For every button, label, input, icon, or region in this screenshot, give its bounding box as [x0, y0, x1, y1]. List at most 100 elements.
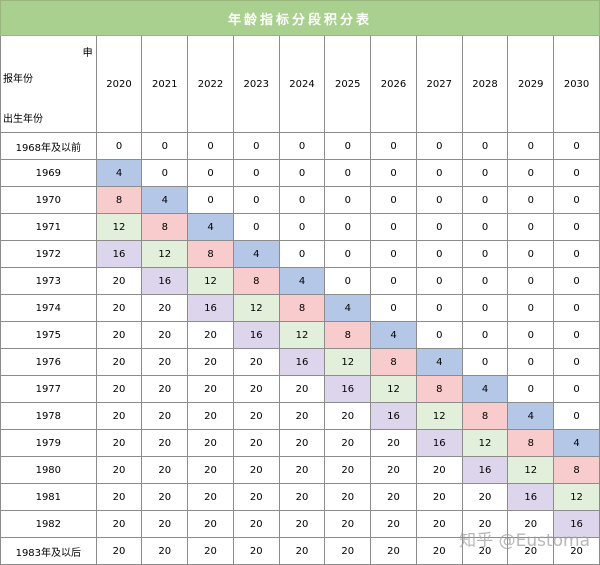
score-cell[interactable]: 8	[553, 456, 600, 484]
birth-year-label[interactable]: 1975	[0, 321, 97, 349]
score-cell[interactable]: 20	[324, 402, 372, 430]
score-cell[interactable]: 0	[370, 186, 417, 214]
birth-year-label[interactable]: 1970	[0, 186, 97, 214]
score-cell[interactable]: 0	[415, 213, 463, 241]
score-cell[interactable]: 0	[278, 186, 326, 214]
score-cell[interactable]: 20	[141, 456, 189, 484]
birth-year-label[interactable]: 1979	[0, 429, 97, 457]
birth-year-label[interactable]: 1971	[0, 213, 97, 241]
year-header-2021[interactable]: 2021	[141, 35, 189, 133]
score-cell[interactable]: 4	[507, 402, 555, 430]
score-cell[interactable]: 16	[324, 375, 372, 403]
birth-year-label[interactable]: 1973	[0, 267, 97, 295]
year-header-2030[interactable]: 2030	[553, 35, 600, 133]
score-cell[interactable]: 0	[461, 159, 509, 187]
score-cell[interactable]: 20	[278, 402, 326, 430]
score-cell[interactable]: 20	[141, 483, 189, 511]
score-cell[interactable]: 20	[187, 537, 234, 565]
score-cell[interactable]: 20	[232, 402, 280, 430]
score-cell[interactable]: 20	[95, 348, 143, 376]
score-cell[interactable]: 20	[370, 537, 417, 565]
score-cell[interactable]: 0	[415, 267, 463, 295]
score-cell[interactable]: 20	[461, 510, 509, 538]
score-cell[interactable]: 20	[232, 456, 280, 484]
score-cell[interactable]: 0	[461, 186, 509, 214]
score-cell[interactable]: 0	[232, 132, 280, 160]
score-cell[interactable]: 4	[278, 267, 326, 295]
score-cell[interactable]: 20	[141, 537, 189, 565]
score-cell[interactable]: 0	[507, 375, 555, 403]
year-header-2020[interactable]: 2020	[95, 35, 143, 133]
score-cell[interactable]: 0	[553, 321, 600, 349]
score-cell[interactable]: 20	[141, 348, 189, 376]
score-cell[interactable]: 20	[187, 402, 234, 430]
score-cell[interactable]: 0	[507, 321, 555, 349]
score-cell[interactable]: 12	[507, 456, 555, 484]
year-header-2027[interactable]: 2027	[415, 35, 463, 133]
score-cell[interactable]: 16	[415, 429, 463, 457]
score-cell[interactable]: 20	[324, 429, 372, 457]
score-cell[interactable]: 0	[278, 213, 326, 241]
score-cell[interactable]: 0	[415, 186, 463, 214]
score-cell[interactable]: 20	[324, 537, 372, 565]
score-cell[interactable]: 0	[461, 240, 509, 268]
score-cell[interactable]: 20	[232, 510, 280, 538]
score-cell[interactable]: 20	[95, 294, 143, 322]
score-cell[interactable]: 0	[324, 213, 372, 241]
score-cell[interactable]: 4	[141, 186, 189, 214]
score-cell[interactable]: 12	[95, 213, 143, 241]
score-cell[interactable]: 20	[232, 537, 280, 565]
score-cell[interactable]: 0	[553, 186, 600, 214]
score-cell[interactable]: 0	[461, 348, 509, 376]
score-cell[interactable]: 20	[141, 510, 189, 538]
score-cell[interactable]: 20	[370, 483, 417, 511]
score-cell[interactable]: 0	[232, 159, 280, 187]
score-cell[interactable]: 20	[415, 456, 463, 484]
score-cell[interactable]: 0	[370, 267, 417, 295]
score-cell[interactable]: 0	[324, 186, 372, 214]
score-cell[interactable]: 8	[507, 429, 555, 457]
score-cell[interactable]: 20	[370, 429, 417, 457]
birth-year-label[interactable]: 1980	[0, 456, 97, 484]
score-cell[interactable]: 0	[461, 132, 509, 160]
score-cell[interactable]: 20	[278, 483, 326, 511]
score-cell[interactable]: 20	[95, 267, 143, 295]
score-cell[interactable]: 20	[232, 375, 280, 403]
birth-year-label[interactable]: 1976	[0, 348, 97, 376]
score-cell[interactable]: 0	[324, 267, 372, 295]
score-cell[interactable]: 16	[187, 294, 234, 322]
score-cell[interactable]: 20	[95, 456, 143, 484]
score-cell[interactable]: 20	[461, 483, 509, 511]
score-cell[interactable]: 16	[95, 240, 143, 268]
birth-year-label[interactable]: 1983年及以后	[0, 537, 97, 565]
score-cell[interactable]: 0	[507, 213, 555, 241]
score-cell[interactable]: 0	[507, 240, 555, 268]
score-cell[interactable]: 0	[507, 132, 555, 160]
score-cell[interactable]: 20	[278, 375, 326, 403]
year-header-2026[interactable]: 2026	[370, 35, 417, 133]
year-header-2024[interactable]: 2024	[278, 35, 326, 133]
score-cell[interactable]: 0	[461, 321, 509, 349]
score-cell[interactable]: 0	[415, 294, 463, 322]
score-cell[interactable]: 20	[187, 375, 234, 403]
birth-year-label[interactable]: 1969	[0, 159, 97, 187]
score-cell[interactable]: 12	[278, 321, 326, 349]
score-cell[interactable]: 0	[370, 294, 417, 322]
score-cell[interactable]: 0	[507, 159, 555, 187]
score-cell[interactable]: 0	[553, 240, 600, 268]
year-header-2025[interactable]: 2025	[324, 35, 372, 133]
score-cell[interactable]: 20	[370, 510, 417, 538]
score-cell[interactable]: 8	[95, 186, 143, 214]
score-cell[interactable]: 12	[370, 375, 417, 403]
year-header-2028[interactable]: 2028	[461, 35, 509, 133]
score-cell[interactable]: 20	[232, 348, 280, 376]
year-header-2029[interactable]: 2029	[507, 35, 555, 133]
score-cell[interactable]: 0	[370, 159, 417, 187]
score-cell[interactable]: 20	[187, 348, 234, 376]
score-cell[interactable]: 0	[461, 294, 509, 322]
score-cell[interactable]: 20	[187, 510, 234, 538]
score-cell[interactable]: 4	[232, 240, 280, 268]
score-cell[interactable]: 0	[553, 159, 600, 187]
score-cell[interactable]: 8	[415, 375, 463, 403]
score-cell[interactable]: 0	[415, 159, 463, 187]
